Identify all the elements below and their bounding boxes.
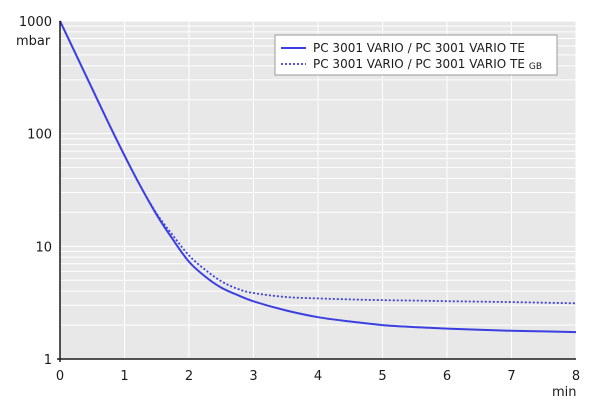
x-tick-label: 3 (249, 369, 257, 384)
x-tick-label: 1 (120, 369, 128, 384)
x-tick-label: 5 (378, 369, 386, 384)
legend-box (274, 34, 558, 76)
x-tick-label: 7 (507, 369, 515, 384)
x-tick-label: 2 (185, 369, 193, 384)
legend-label-subscript: GB (529, 62, 542, 72)
x-unit-label: min (552, 385, 577, 400)
y-unit-label: mbar (16, 34, 51, 49)
series-layer (59, 20, 577, 334)
x-tick-label: 6 (443, 369, 451, 384)
x-tick-label: 4 (314, 369, 322, 384)
series-line-te (59, 20, 577, 334)
axes (57, 21, 576, 362)
y-tick-label: 100 (27, 128, 52, 143)
legend: PC 3001 VARIO / PC 3001 VARIO TE PC 3001 … (274, 34, 558, 76)
x-tick-label: 8 (572, 369, 580, 384)
y-tick-label: 1000 (19, 15, 52, 30)
x-tick-label: 0 (56, 369, 64, 384)
legend-label: PC 3001 VARIO / PC 3001 VARIO TE GB (313, 57, 542, 72)
legend-label: PC 3001 VARIO / PC 3001 VARIO TE (313, 41, 525, 55)
y-tick-label: 10 (35, 240, 52, 255)
y-tick-label: 1 (44, 353, 52, 368)
